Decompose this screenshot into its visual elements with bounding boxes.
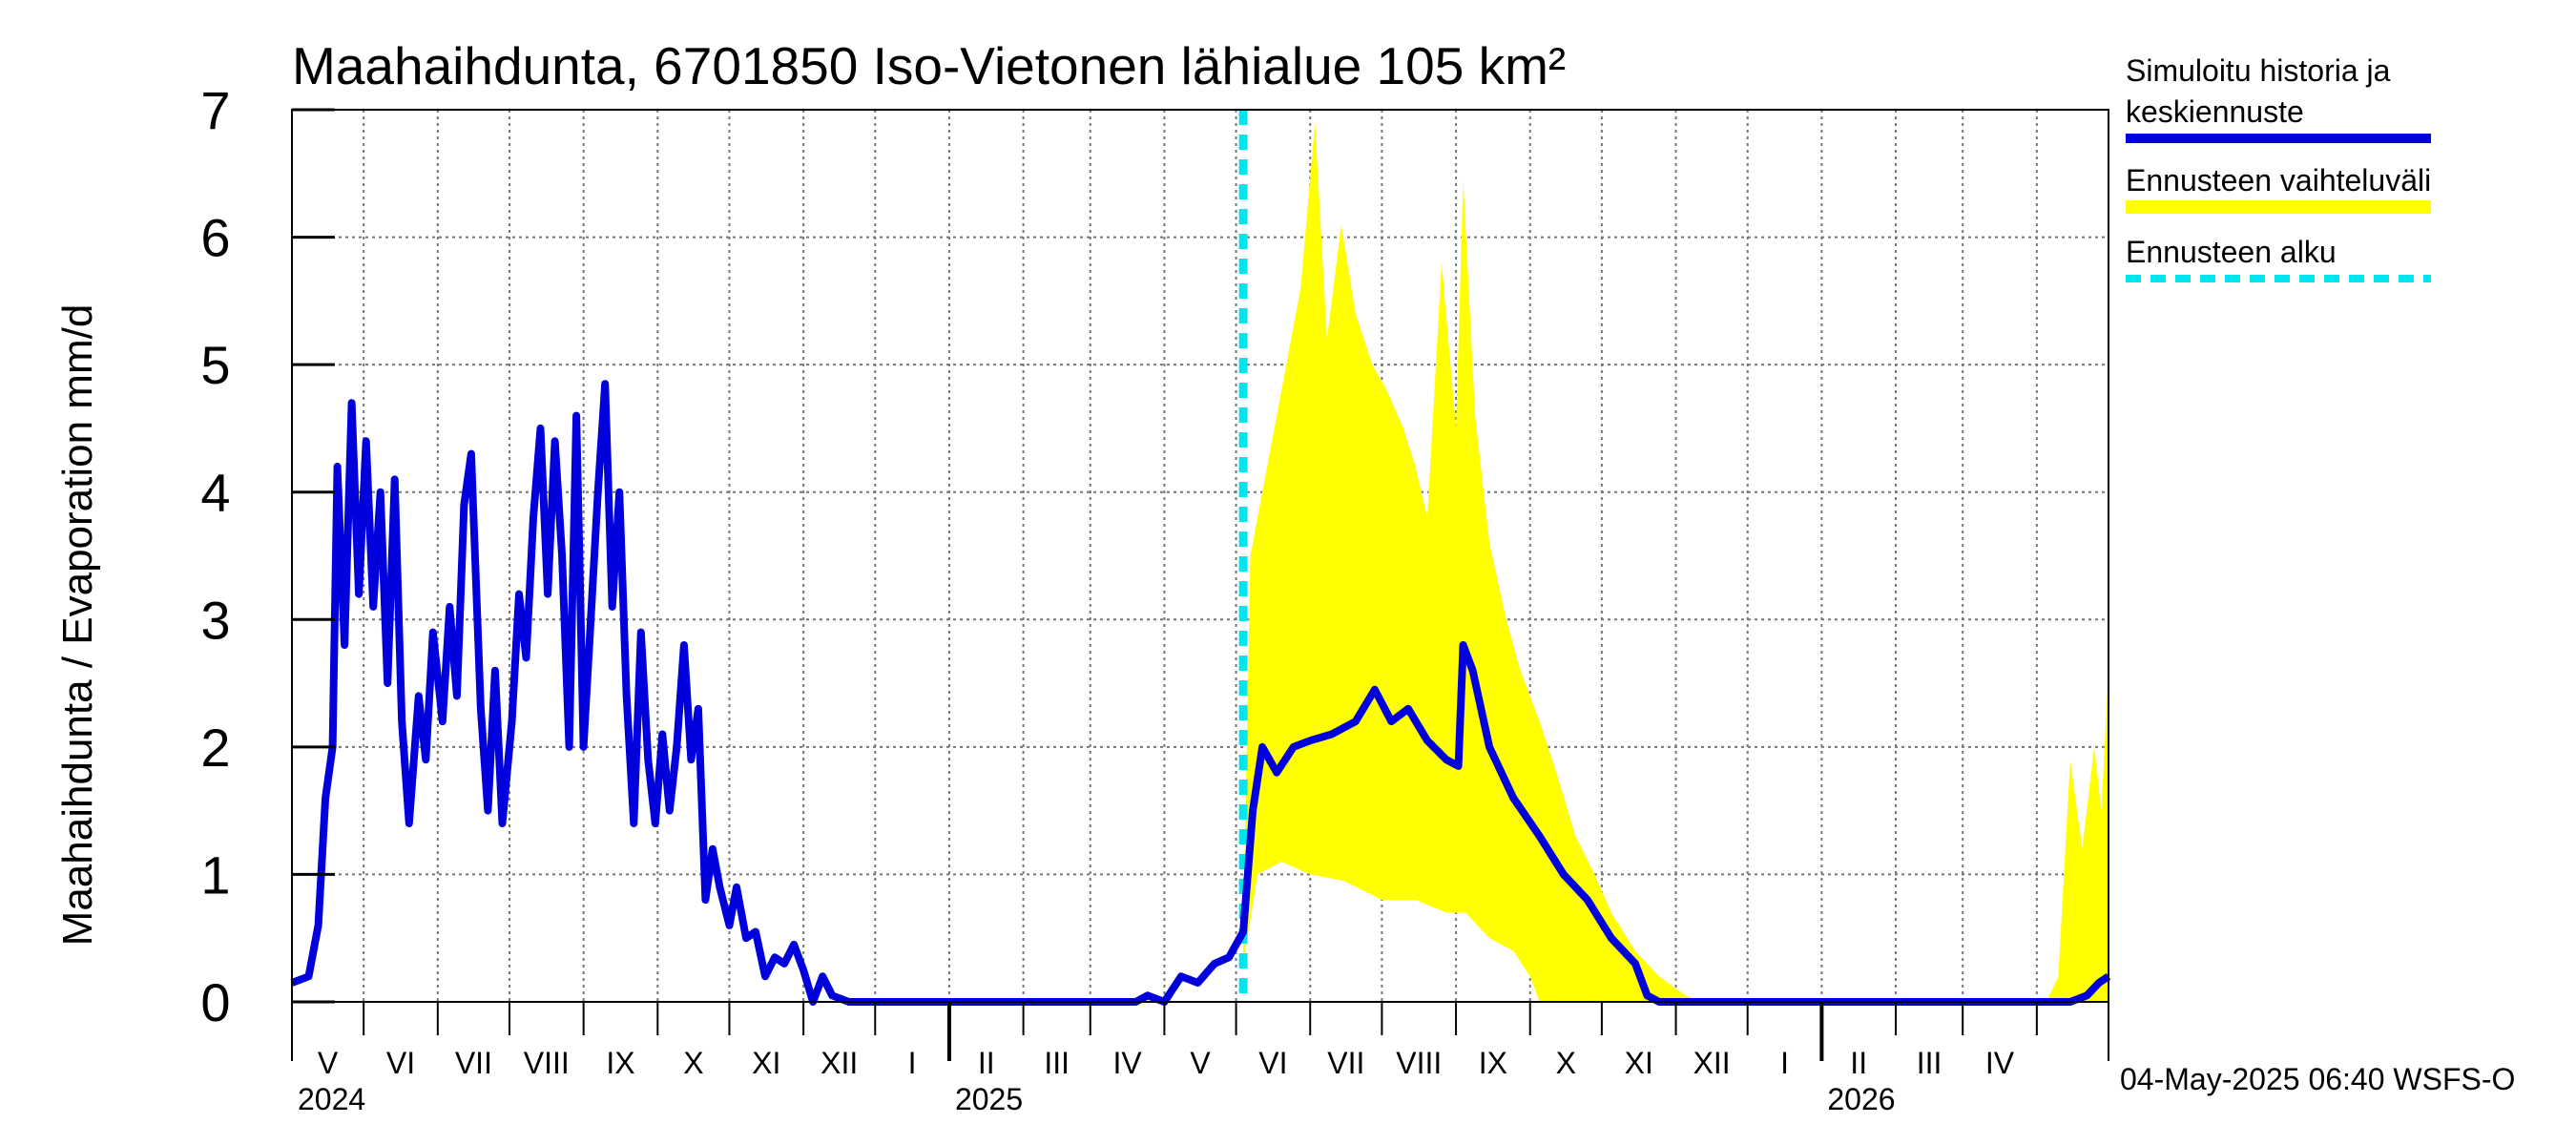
x-month-label: III [1044,1046,1070,1080]
y-tick-label: 0 [200,972,230,1032]
x-month-label: I [908,1046,917,1080]
x-year-label: 2026 [1827,1082,1895,1116]
footer-timestamp: 04-May-2025 06:40 WSFS-O [2120,1062,2515,1096]
x-month-label: V [1190,1046,1211,1080]
y-tick-label: 2 [200,718,230,778]
x-month-label: VI [1258,1046,1287,1080]
x-month-label: XII [821,1046,858,1080]
x-month-label: II [1850,1046,1867,1080]
x-month-label: VI [386,1046,415,1080]
y-tick-label: 7 [200,80,230,140]
y-tick-label: 5 [200,335,230,395]
x-month-label: V [318,1046,339,1080]
x-month-label: XI [752,1046,780,1080]
x-month-label: I [1780,1046,1789,1080]
x-year-label: 2024 [298,1082,365,1116]
chart-title: Maahaihdunta, 6701850 Iso-Vietonen lähia… [292,36,1566,95]
x-year-label: 2025 [955,1082,1023,1116]
y-tick-label: 6 [200,208,230,268]
y-tick-label: 1 [200,844,230,905]
y-tick-label: 4 [200,463,230,523]
x-month-label: XI [1625,1046,1653,1080]
x-month-label: VII [1327,1046,1364,1080]
x-month-label: IX [1479,1046,1507,1080]
x-month-label: X [1556,1046,1576,1080]
x-month-label: VIII [1396,1046,1442,1080]
x-month-label: VIII [524,1046,570,1080]
y-axis-label: Maahaihdunta / Evaporation mm/d [54,304,101,947]
series-simulated-line [290,380,2111,1006]
legend-label-forecast-start: Ennusteen alku [2126,235,2337,269]
legend-label-simulated-1: Simuloitu historia ja [2126,53,2391,88]
plot-frame [291,109,2109,1003]
plot-area [290,109,2111,1006]
series-forecast-range-area [1243,122,2109,1002]
x-month-label: IV [1985,1046,2015,1080]
x-month-label: III [1917,1046,1942,1080]
legend-label-simulated-2: keskiennuste [2126,94,2304,129]
x-month-label: XII [1693,1046,1731,1080]
x-month-label: IV [1112,1046,1142,1080]
x-month-label: VII [455,1046,492,1080]
x-month-label: II [978,1046,995,1080]
legend-label-range: Ennusteen vaihteluväli [2126,163,2431,198]
x-month-label: IX [606,1046,634,1080]
x-month-label: X [683,1046,703,1080]
y-tick-label: 3 [200,590,230,650]
legend: Simuloitu historia ja keskiennuste Ennus… [2126,53,2431,282]
